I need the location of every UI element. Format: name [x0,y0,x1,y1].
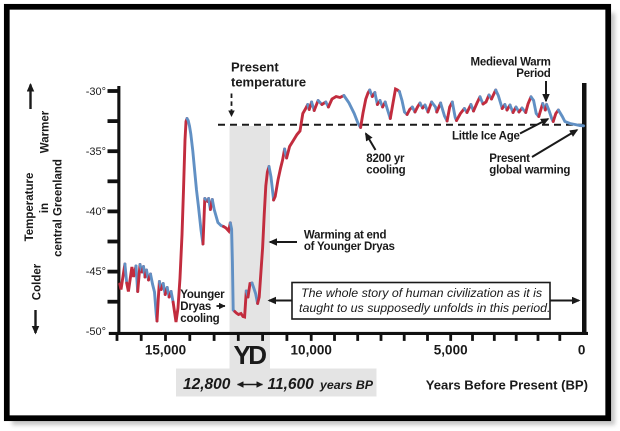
svg-text:Little Ice Age: Little Ice Age [452,131,520,143]
svg-text:Younger: Younger [180,289,225,301]
svg-text:Colder: Colder [32,263,44,300]
svg-text:The whole story of human civil: The whole story of human civilization as… [301,286,542,300]
svg-text:-35°: -35° [86,146,106,158]
svg-text:central Greenland: central Greenland [53,159,65,257]
svg-text:global warming: global warming [489,164,570,176]
svg-text:-30°: -30° [86,86,106,98]
svg-text:of Younger Dryas: of Younger Dryas [304,241,395,253]
svg-text:in: in [39,203,51,213]
svg-text:Warmer: Warmer [40,110,52,153]
svg-text:12,800: 12,800 [183,376,231,393]
svg-text:5,000: 5,000 [434,343,468,358]
svg-text:Period: Period [516,68,551,80]
svg-text:0: 0 [578,343,586,358]
svg-text:Temperature: Temperature [24,173,36,242]
svg-text:10,000: 10,000 [291,343,332,358]
svg-text:-50°: -50° [86,326,106,338]
svg-text:-45°: -45° [86,266,106,278]
svg-text:15,000: 15,000 [145,343,186,358]
svg-text:years BP: years BP [319,378,374,392]
svg-text:cooling: cooling [180,313,219,325]
svg-text:cooling: cooling [366,164,405,176]
svg-text:Dryas: Dryas [180,301,211,313]
svg-text:YD: YD [233,340,266,370]
svg-text:Present: Present [489,153,530,165]
svg-text:taught to us supposedly unfold: taught to us supposedly unfolds in this … [299,301,550,315]
svg-text:temperature: temperature [231,75,306,90]
svg-text:Present: Present [231,60,279,75]
svg-text:Warming at end: Warming at end [304,230,387,242]
svg-text:8200 yr: 8200 yr [366,153,405,165]
svg-text:11,600: 11,600 [268,376,315,393]
svg-text:Years Before Present (BP): Years Before Present (BP) [426,378,588,393]
svg-text:-40°: -40° [86,206,106,218]
svg-text:Medieval Warm: Medieval Warm [471,57,551,69]
